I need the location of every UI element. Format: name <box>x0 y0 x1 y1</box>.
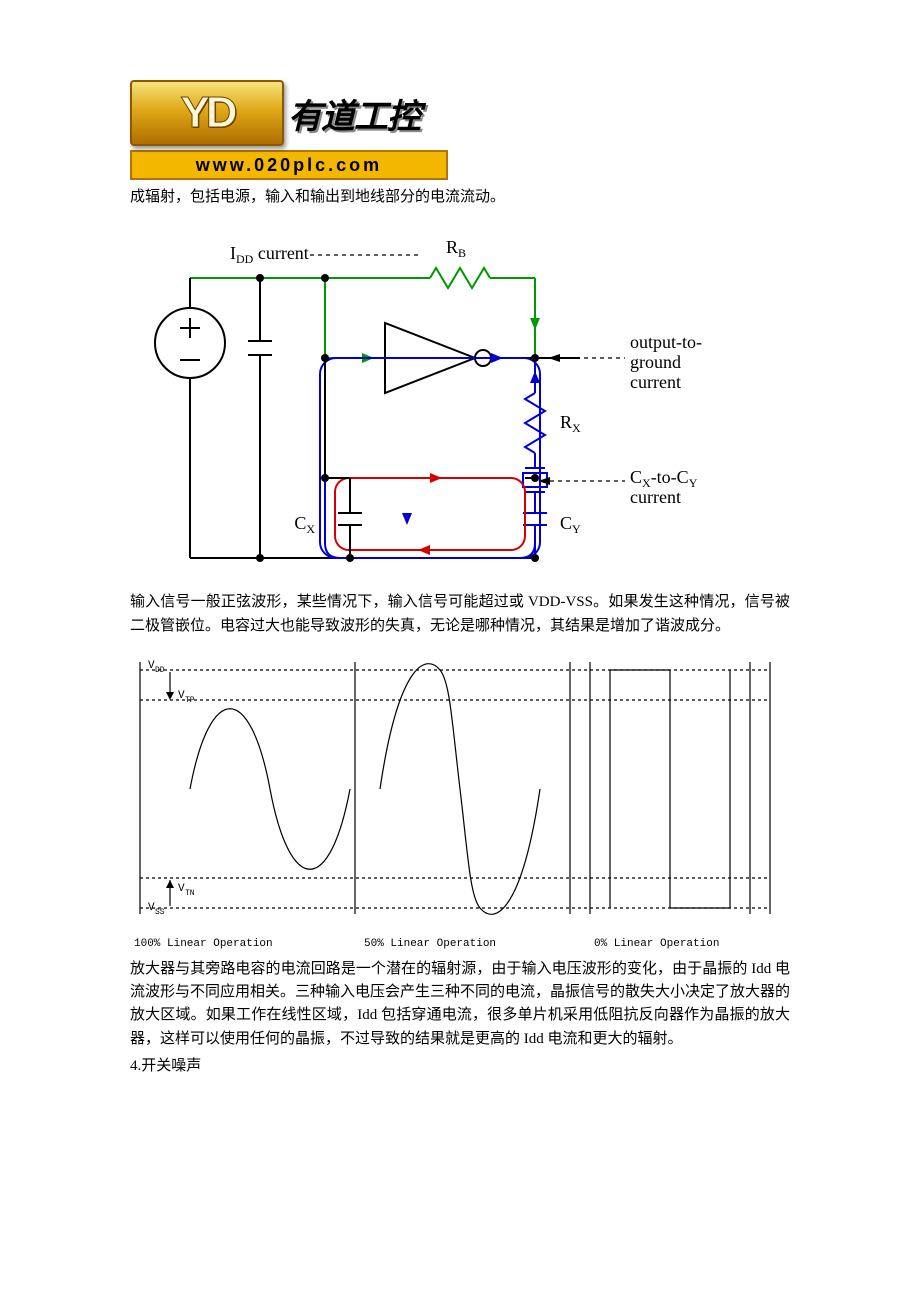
svg-text:V: V <box>148 660 155 672</box>
wave-caption-100: 100% Linear Operation <box>134 938 364 950</box>
paragraph-4: 4.开关噪声 <box>130 1055 790 1078</box>
svg-text:output-to-: output-to- <box>630 332 702 352</box>
svg-text:DD: DD <box>155 666 165 675</box>
waveform-diagram: VDD VTP VTN VSS <box>130 642 780 932</box>
paragraph-3: 放大器与其旁路电容的电流回路是一个潜在的辐射源，由于输入电压波形的变化，由于晶振… <box>130 958 790 1051</box>
logo-top-row: YD 有道工控 <box>130 80 448 146</box>
header-logo: YD 有道工控 www.020plc.com <box>130 80 448 180</box>
logo-badge: YD <box>130 80 284 146</box>
waveform-captions: 100% Linear Operation 50% Linear Operati… <box>134 938 784 950</box>
logo-yd-text: YD <box>180 88 233 138</box>
circuit-diagram: IDD current RB output-to- ground current… <box>130 213 750 583</box>
svg-text:RX: RX <box>560 412 581 435</box>
svg-text:V: V <box>178 883 185 895</box>
svg-text:TP: TP <box>185 696 195 705</box>
logo-url-text: www.020plc.com <box>196 155 382 176</box>
svg-text:V: V <box>178 690 185 702</box>
svg-text:CY: CY <box>560 513 581 536</box>
wave-caption-50: 50% Linear Operation <box>364 938 594 950</box>
svg-text:V: V <box>148 902 155 914</box>
paragraph-1: 成辐射，包括电源，输入和输出到地线部分的电流流动。 <box>130 186 790 209</box>
wave-caption-0: 0% Linear Operation <box>594 938 784 950</box>
logo-url-bar: www.020plc.com <box>130 150 448 180</box>
svg-text:TN: TN <box>185 889 195 898</box>
svg-text:ground: ground <box>630 352 681 372</box>
svg-text:RB: RB <box>446 237 466 260</box>
paragraph-2: 输入信号一般正弦波形，某些情况下，输入信号可能超过或 VDD-VSS。如果发生这… <box>130 591 790 638</box>
svg-text:SS: SS <box>155 908 165 917</box>
svg-text:current: current <box>630 372 681 392</box>
svg-text:current: current <box>630 487 681 507</box>
logo-chinese-text: 有道工控 <box>288 89 420 138</box>
svg-text:IDD current: IDD current <box>230 243 309 266</box>
svg-text:CX: CX <box>294 513 315 536</box>
